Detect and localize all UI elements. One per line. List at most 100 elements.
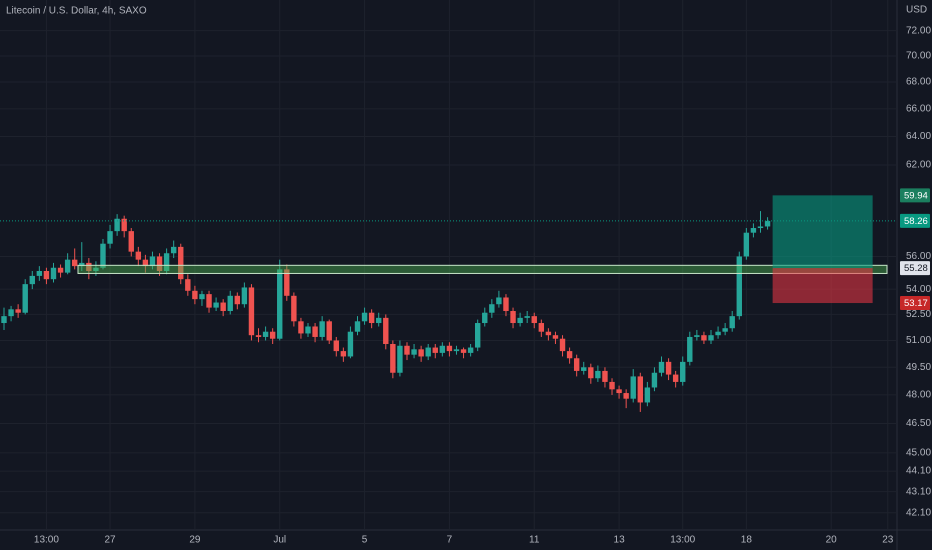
candle-body [418,349,424,357]
candle-body [347,331,354,357]
candle-body [206,294,212,308]
candle-body [588,367,594,379]
candle-body [566,351,573,359]
candle-body [552,335,559,339]
x-tick-label: 5 [362,535,368,546]
candle-body [432,347,438,353]
candle-body [340,351,347,357]
candle-body [545,331,552,336]
candle-body [64,259,71,273]
candle-body [319,321,325,337]
support-zone [77,264,888,274]
candle-body [284,269,290,296]
candle-body [333,340,339,352]
candle-body [361,312,368,322]
candle-body [616,389,622,394]
candle-body [581,367,587,371]
candle-body [142,259,149,267]
candle-body [8,309,14,317]
candle-body [644,387,651,403]
candle-body [439,345,446,353]
candle-body [503,297,509,312]
candle-body [50,267,57,280]
candle-body [248,287,255,336]
candle-body [220,302,226,312]
candle-body [694,335,700,337]
y-tick-label: 48.00 [906,390,931,401]
candle-body [665,361,672,375]
candle-body [43,271,50,280]
y-tick-label: 43.10 [906,486,931,497]
x-tick-label: 13:00 [34,535,59,546]
x-tick-label: 13 [614,535,626,546]
candle-body [241,287,248,305]
y-tick-label: 68.00 [906,77,931,88]
candle-body [29,275,35,285]
candle-body [277,269,283,339]
candle-body [446,345,453,352]
price-tag-label: 53.17 [904,298,928,309]
y-tick-label: 54.00 [906,284,931,295]
x-tick-label: 18 [741,535,753,546]
candle-body [93,267,99,272]
y-tick-label: 51.00 [906,335,931,346]
x-tick-label: 23 [882,535,894,546]
candle-body [750,228,757,233]
candle-body [178,246,184,280]
y-tick-label: 66.00 [906,103,931,114]
candle-body [213,302,219,308]
candle-body [86,262,92,272]
x-tick-label: 11 [529,535,540,546]
candle-body [680,361,686,382]
y-tick-label: 46.50 [906,418,931,429]
loss-zone [772,268,873,304]
candle-body [227,295,233,312]
y-tick-label: 62.00 [906,160,931,171]
candle-body [128,231,134,252]
candle-body [72,259,78,267]
candle-body [1,316,7,324]
candle-body [100,243,106,268]
candle-body [368,312,375,324]
candle-body [729,316,735,329]
candle-body [79,262,85,267]
candle-body [672,374,679,382]
marks [1,211,771,412]
candle-body [262,331,269,337]
y-tick-label: 52.50 [906,309,931,320]
chart-title: Litecoin / U.S. Dollar, 4h, SAXO [6,6,147,17]
price-tag-label: 55.28 [904,263,928,274]
candle-body [602,370,608,382]
candle-body [234,295,241,305]
y-tick-label: 56.00 [906,251,931,262]
candle-body [722,328,728,332]
candle-body [701,335,707,341]
x-tick-label: 29 [189,535,201,546]
candle-body [390,344,396,373]
currency-label: USD [906,5,927,16]
candle-body [354,321,361,332]
candle-body [36,271,43,276]
candle-body [15,309,21,313]
candle-body [595,370,601,379]
price-tag [900,188,930,203]
candle-body [135,251,142,260]
candle-body [467,347,474,353]
y-tick-label: 42.10 [906,507,931,518]
price-tag [900,261,930,276]
candle-body [107,231,113,244]
x-tick-label: 27 [104,535,116,546]
candle-body [156,256,163,272]
candle-body [687,336,693,362]
candle-body [474,323,481,348]
y-tick-label: 45.00 [906,448,931,459]
candle-body [185,279,191,291]
candle-body [538,323,545,332]
y-tick-label: 72.00 [906,25,931,36]
candle-body [326,321,332,341]
candle-body [411,349,417,355]
candle-body [630,376,636,399]
candle-body [255,335,262,337]
